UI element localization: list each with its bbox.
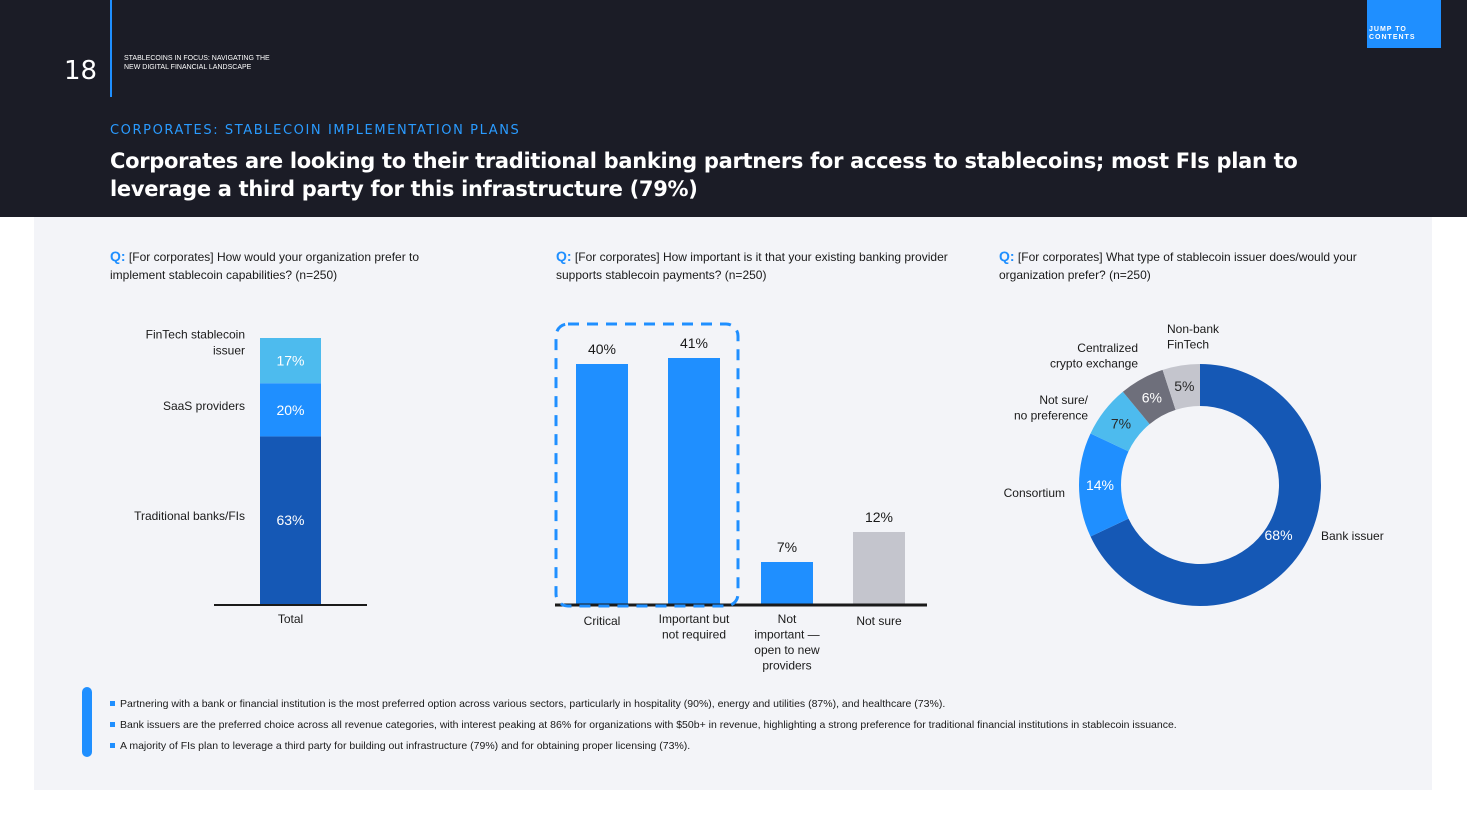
page-headline: Corporates are looking to their traditio… xyxy=(110,149,1298,201)
highlight-box xyxy=(554,322,740,608)
data-label: 6% xyxy=(1142,389,1162,405)
bar-segment xyxy=(260,436,321,604)
data-label: 12% xyxy=(865,509,893,525)
question-3-prefix: Q: xyxy=(999,248,1015,264)
slice-name-label: Bank issuer xyxy=(1321,529,1384,543)
donut-chart: 68% Bank issuer 14% Consortium 7% Not sure/no… xyxy=(1004,322,1384,606)
data-label: 17% xyxy=(276,353,304,369)
finding-item: Bank issuers are the preferred choice ac… xyxy=(110,714,1400,735)
data-label: 7% xyxy=(1111,416,1131,432)
slice-name-label: Non-bank FinTech xyxy=(1167,322,1220,352)
finding-text: Partnering with a bank or financial inst… xyxy=(120,697,946,710)
column-bar xyxy=(761,562,813,604)
question-1: Q: [For corporates] How would your organ… xyxy=(110,247,470,284)
x-tick-label: Not important — open to new providers xyxy=(754,612,820,673)
section-label: CORPORATES: STABLECOIN IMPLEMENTATION PL… xyxy=(110,123,521,138)
notes-accent-bar xyxy=(82,687,92,757)
bullet-square-icon xyxy=(110,743,115,748)
data-label: 40% xyxy=(588,341,616,357)
data-label: 63% xyxy=(276,512,304,528)
data-label: 5% xyxy=(1174,378,1194,394)
finding-item: A majority of FIs plan to leverage a thi… xyxy=(110,735,1400,756)
bullet-square-icon xyxy=(110,701,115,706)
series-label: FinTech stablecoin issuer xyxy=(146,328,245,358)
document-title: STABLECOINS IN FOCUS: NAVIGATING THE NEW… xyxy=(124,55,270,71)
question-2-prefix: Q: xyxy=(556,248,572,264)
bar-segment xyxy=(260,383,321,437)
data-label: 20% xyxy=(276,402,304,418)
series-label: SaaS providers xyxy=(163,399,245,413)
finding-item: Partnering with a bank or financial inst… xyxy=(110,693,1400,714)
question-2-text: [For corporates] How important is it tha… xyxy=(556,250,948,282)
x-tick-label: Critical xyxy=(584,614,621,628)
column-bar xyxy=(853,532,905,604)
column-bar xyxy=(668,358,720,604)
slice-name-label: Centralized crypto exchange xyxy=(1050,341,1138,371)
donut-slice xyxy=(1090,364,1321,606)
donut-slice xyxy=(1122,369,1176,425)
key-findings-list: Partnering with a bank or financial inst… xyxy=(110,693,1400,756)
x-tick-label: Total xyxy=(278,612,303,626)
question-3-text: [For corporates] What type of stablecoin… xyxy=(999,250,1357,282)
finding-text: Bank issuers are the preferred choice ac… xyxy=(120,718,1177,731)
data-label: 41% xyxy=(680,335,708,351)
question-1-text: [For corporates] How would your organiza… xyxy=(110,250,420,282)
donut-slice xyxy=(1079,433,1129,537)
x-tick-label: Not sure xyxy=(856,614,902,628)
header-divider xyxy=(110,0,112,97)
finding-text: A majority of FIs plan to leverage a thi… xyxy=(120,739,691,752)
question-3: Q: [For corporates] What type of stablec… xyxy=(999,247,1399,284)
column-bar xyxy=(576,364,628,604)
jump-to-contents-button[interactable]: JUMP TO CONTENTS xyxy=(1367,0,1441,48)
stacked-bar-chart: 63% Traditional banks/FIs 20% SaaS provider… xyxy=(134,328,367,626)
bar-segment xyxy=(260,338,321,384)
data-label: 14% xyxy=(1086,477,1114,493)
header-bar: 18 STABLECOINS IN FOCUS: NAVIGATING THE … xyxy=(0,0,1467,217)
slice-name-label: Not sure/no preference xyxy=(1014,393,1089,423)
series-label: Traditional banks/FIs xyxy=(134,509,245,523)
column-chart: 40% Critical 41% Important but not required 7… xyxy=(554,322,927,673)
question-2: Q: [For corporates] How important is it … xyxy=(556,247,956,284)
data-label: 7% xyxy=(777,539,797,555)
page-number: 18 xyxy=(64,56,98,86)
x-tick-label: Important but not required xyxy=(659,612,730,642)
donut-slice xyxy=(1090,391,1150,452)
donut-slice xyxy=(1162,364,1200,410)
bullet-square-icon xyxy=(110,722,115,727)
slice-name-label: Consortium xyxy=(1004,486,1065,500)
question-1-prefix: Q: xyxy=(110,248,126,264)
data-label: 68% xyxy=(1265,527,1293,543)
